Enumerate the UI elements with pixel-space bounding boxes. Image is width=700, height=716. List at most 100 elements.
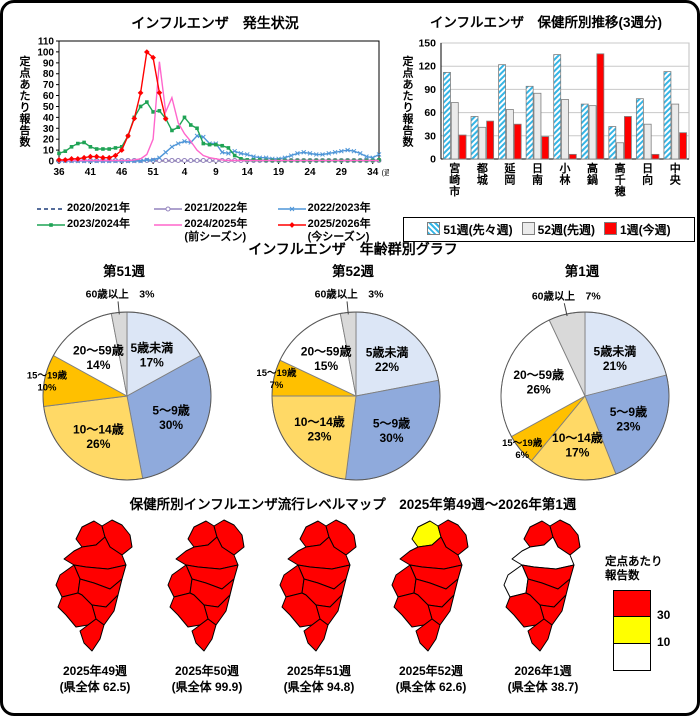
district-日南 — [303, 618, 329, 652]
svg-text:5歳未満: 5歳未満 — [366, 344, 409, 359]
svg-text:10%: 10% — [37, 383, 57, 394]
map-week52: 2025年52週 (県全体 62.6) — [375, 517, 487, 695]
map-row: 2025年49週 (県全体 62.5) 2025年50週 (県全体 99.9) 20… — [11, 517, 695, 695]
legend-red-box — [613, 589, 651, 617]
district-小林 — [279, 564, 305, 598]
svg-text:36: 36 — [53, 167, 65, 178]
svg-text:30: 30 — [424, 130, 436, 142]
svg-text:40: 40 — [43, 113, 55, 124]
line-legend-item-4: 2024/2025年 (前シーズン) — [154, 218, 248, 243]
svg-text:23%: 23% — [616, 420, 640, 434]
svg-text:19: 19 — [273, 167, 285, 178]
map-week1-total: (県全体 38.7) — [507, 679, 579, 694]
svg-text:延: 延 — [503, 161, 516, 175]
svg-text:鍋: 鍋 — [587, 173, 598, 187]
svg-text:14: 14 — [242, 167, 254, 178]
svg-text:110: 110 — [38, 37, 55, 48]
gray-swatch-icon — [521, 222, 535, 235]
red-swatch-icon — [604, 222, 617, 235]
district-日南 — [527, 618, 553, 652]
legend-week51: 51週(先々週) — [427, 221, 513, 238]
svg-text:50: 50 — [43, 102, 55, 113]
svg-text:20: 20 — [43, 135, 55, 146]
svg-text:り: り — [403, 101, 414, 114]
svg-text:定: 定 — [403, 54, 414, 68]
svg-text:あ: あ — [20, 78, 31, 91]
svg-text:17%: 17% — [565, 446, 589, 460]
svg-text:向: 向 — [642, 173, 653, 187]
svg-text:51: 51 — [148, 167, 160, 178]
svg-text:(週): (週) — [381, 168, 389, 177]
svg-text:央: 央 — [670, 173, 682, 187]
svg-text:数: 数 — [403, 135, 415, 149]
svg-text:60歳以上 7%: 60歳以上 7% — [532, 289, 602, 302]
svg-text:14%: 14% — [86, 358, 110, 372]
district-日南 — [191, 618, 217, 652]
level-map-svg-0 — [55, 519, 133, 652]
svg-text:7%: 7% — [270, 380, 284, 391]
svg-text:10～14歳: 10～14歳 — [294, 414, 345, 429]
svg-text:29: 29 — [336, 167, 348, 178]
legend-white-box — [613, 643, 651, 671]
svg-text:た: た — [20, 90, 31, 103]
svg-text:定: 定 — [20, 54, 31, 68]
svg-text:あ: あ — [403, 78, 414, 91]
healthcenter-bar-panel: インフルエンザ 保健所別推移(3週分) 0 30 60 90 120 150 宮崎市 都城 延岡… — [395, 9, 697, 242]
legend-threshold-30: 30 — [657, 607, 671, 622]
svg-text:26%: 26% — [86, 437, 110, 451]
svg-text:150: 150 — [418, 38, 436, 50]
svg-text:小: 小 — [559, 161, 571, 175]
svg-text:告: 告 — [403, 123, 414, 137]
pie-row: 第51週 5歳未満 17% 5～9歳 30% 10～14歳 26% 15～19歳 10% 20～… — [11, 259, 695, 497]
svg-text:高: 高 — [615, 161, 626, 175]
map-week51-label: 2025年51週 — [286, 664, 352, 678]
level-map-svg-2 — [279, 519, 357, 652]
svg-text:26%: 26% — [527, 382, 551, 396]
svg-text:0: 0 — [48, 157, 54, 168]
level-map-section: 保健所別インフルエンザ流行レベルマップ 2025年第49週～2026年第1週 2… — [11, 493, 695, 695]
map-legend-title-2: 報告数 — [605, 570, 640, 583]
svg-text:15～19歳: 15～19歳 — [502, 437, 543, 449]
svg-text:9: 9 — [213, 167, 219, 178]
svg-text:5～9歳: 5～9歳 — [610, 404, 647, 419]
svg-text:都: 都 — [476, 161, 488, 175]
svg-text:報: 報 — [20, 112, 32, 126]
svg-text:10: 10 — [43, 146, 55, 157]
map-week49-total: (県全体 62.5) — [59, 679, 131, 694]
svg-text:0: 0 — [430, 154, 436, 166]
legend-yellow-box — [613, 616, 651, 644]
map-week51: 2025年51週 (県全体 94.8) — [263, 517, 375, 695]
svg-text:60: 60 — [43, 91, 55, 102]
map-week50: 2025年50週 (県全体 99.9) — [151, 517, 263, 695]
svg-text:34: 34 — [367, 167, 379, 178]
svg-text:崎: 崎 — [449, 173, 460, 187]
svg-text:点: 点 — [403, 66, 414, 80]
svg-text:穂: 穂 — [615, 184, 626, 198]
svg-text:20～59歳: 20～59歳 — [301, 344, 352, 359]
pie-week51-title: 第51週 — [102, 264, 146, 279]
svg-text:80: 80 — [43, 69, 55, 80]
pie-week1-chart: 5歳未満 21% 5～9歳 23% 10～14歳 17% 15～19歳 6% 20～59歳 26%… — [469, 280, 695, 497]
svg-text:90: 90 — [43, 58, 55, 69]
svg-text:20～59歳: 20～59歳 — [73, 343, 124, 358]
svg-text:日: 日 — [642, 162, 653, 175]
occurrence-line-chart: 0 10 20 30 40 50 60 70 80 90 100 110 36 41 46 51 4 9 14 19 2… — [11, 33, 395, 200]
healthcenter-chart-title: インフルエンザ 保健所別推移(3週分) — [429, 15, 663, 30]
occurrence-chart-legend: 2020/2021年 2021/2022年 2022/2023年 2023/2024年… — [35, 202, 391, 243]
svg-text:南: 南 — [532, 173, 543, 187]
svg-text:高: 高 — [587, 161, 598, 175]
svg-text:15%: 15% — [314, 359, 338, 373]
legend-threshold-10: 10 — [657, 634, 671, 649]
legend-week52: 52週(先週) — [521, 221, 595, 238]
svg-text:報: 報 — [403, 112, 415, 126]
level-map-svg-1 — [167, 519, 245, 652]
map-week1-label: 2026年1週 — [514, 664, 572, 678]
svg-text:15～19歳: 15～19歳 — [256, 367, 297, 379]
level-map-svg-3 — [391, 519, 469, 652]
line-legend-item-3: 2023/2024年 — [35, 218, 150, 243]
svg-text:5～9歳: 5～9歳 — [152, 403, 189, 418]
svg-text:60: 60 — [424, 107, 436, 119]
